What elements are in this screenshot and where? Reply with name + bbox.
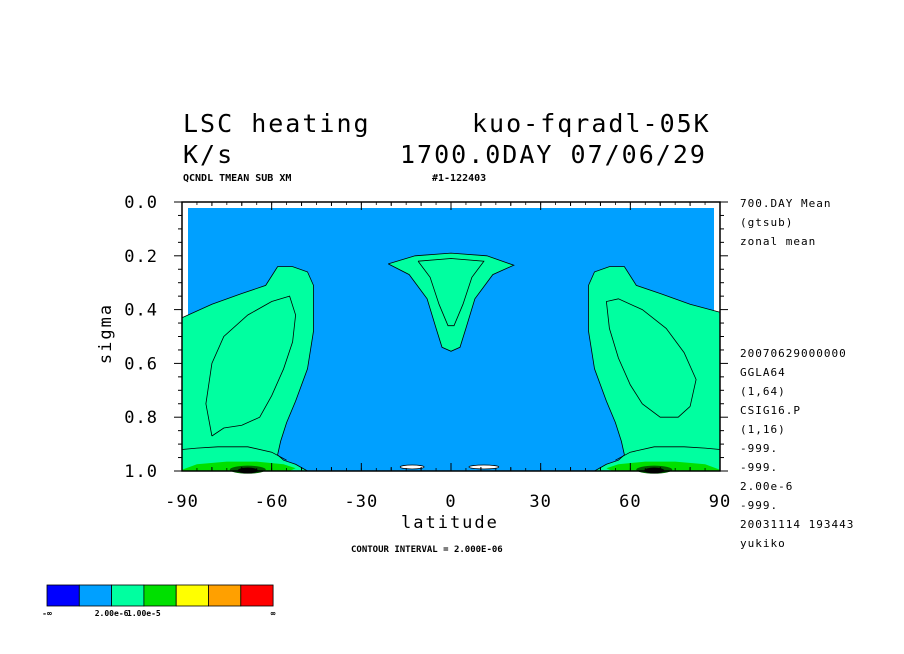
colorbar-swatch-6	[240, 584, 274, 607]
contour-interval: CONTOUR INTERVAL = 2.000E-06	[351, 545, 503, 555]
contour-line-4	[388, 252, 515, 352]
colorbar-label: -∞	[42, 609, 52, 618]
side-info-line: (1,64)	[740, 385, 786, 398]
experiment-name: kuo-fqradl-05K	[472, 109, 711, 138]
colorbar-swatch-3	[143, 584, 177, 607]
side-info-line: 700.DAY Mean	[740, 197, 832, 210]
contour-region-2	[388, 253, 514, 352]
contour-line-6	[181, 446, 287, 461]
x-tick-label: 30	[529, 492, 551, 512]
small-feature-1	[468, 464, 500, 470]
colorbar-label: 2.00e-6	[95, 609, 129, 618]
colorbar-swatch-0	[46, 584, 80, 607]
contour-line-3	[605, 298, 697, 418]
y-axis-label: sigma	[96, 302, 117, 365]
contour-region-0	[182, 266, 314, 471]
colorbar: -∞ 2.00e-61.00e-5 ∞	[42, 584, 276, 618]
contour-line-7	[615, 446, 721, 461]
side-info-top: 700.DAY Mean (gtsub) zonal mean	[740, 197, 831, 254]
y-tick-label: 0.0	[124, 193, 158, 213]
y-tick-label: 0.6	[124, 354, 158, 374]
side-info-line: 2.00e-6	[740, 480, 794, 493]
variable-descriptor: QCNDL TMEAN SUB XM	[183, 173, 292, 184]
side-info-line: -999.	[740, 499, 779, 512]
side-info-line: (gtsub)	[740, 216, 794, 229]
contour-fills	[182, 208, 720, 474]
chart-title: LSC heating	[183, 109, 371, 138]
y-tick-label: 0.4	[124, 301, 158, 321]
contour-region-1	[588, 266, 720, 471]
colorbar-swatch-5	[208, 584, 242, 607]
small-feature-0	[399, 464, 425, 470]
y-tick-label: 0.8	[124, 408, 158, 428]
date-label: 1700.0DAY 07/06/29	[400, 140, 707, 169]
x-tick-label: 90	[709, 492, 731, 512]
x-axis-label: latitude	[401, 513, 499, 533]
x-tick-label: 60	[619, 492, 641, 512]
colorbar-label: ∞	[271, 609, 276, 618]
side-info-line: zonal mean	[740, 235, 817, 248]
side-info-line: 20031114 193443	[740, 518, 855, 531]
contour-lines	[181, 252, 721, 472]
x-tick-label: -60	[255, 492, 289, 512]
plot-axes	[174, 201, 728, 472]
side-info-line: (1,16)	[740, 423, 786, 436]
y-tick-label: 0.2	[124, 247, 158, 267]
side-info-line: yukiko	[740, 537, 786, 550]
run-id: #1-122403	[432, 173, 487, 184]
x-tick-label: 0	[445, 492, 456, 512]
side-info-line: 20070629000000	[740, 347, 847, 360]
side-info-bottom: 20070629000000 GGLA64 (1,64) CSIG16.P (1,16)…	[740, 347, 854, 556]
x-tick-label: -30	[344, 492, 378, 512]
colorbar-swatch-1	[78, 584, 113, 607]
y-tick-label: 1.0	[124, 462, 158, 482]
side-info-line: CSIG16.P	[740, 404, 801, 417]
colorbar-label: 1.00e-5	[127, 609, 161, 618]
side-info-line: -999.	[740, 461, 779, 474]
tick-labels: -90 -60 -30 0 30 60 90 0.0 0.2 0.4 0.6 0.8 1.0	[124, 193, 731, 512]
side-info-line: -999.	[740, 442, 779, 455]
side-info-line: GGLA64	[740, 366, 786, 379]
x-tick-label: -90	[165, 492, 199, 512]
contour-line-1	[205, 295, 297, 437]
colorbar-swatch-2	[111, 584, 145, 607]
contour-line-5	[417, 258, 485, 327]
units-label: K/s	[183, 140, 235, 169]
colorbar-swatch-4	[175, 584, 209, 607]
